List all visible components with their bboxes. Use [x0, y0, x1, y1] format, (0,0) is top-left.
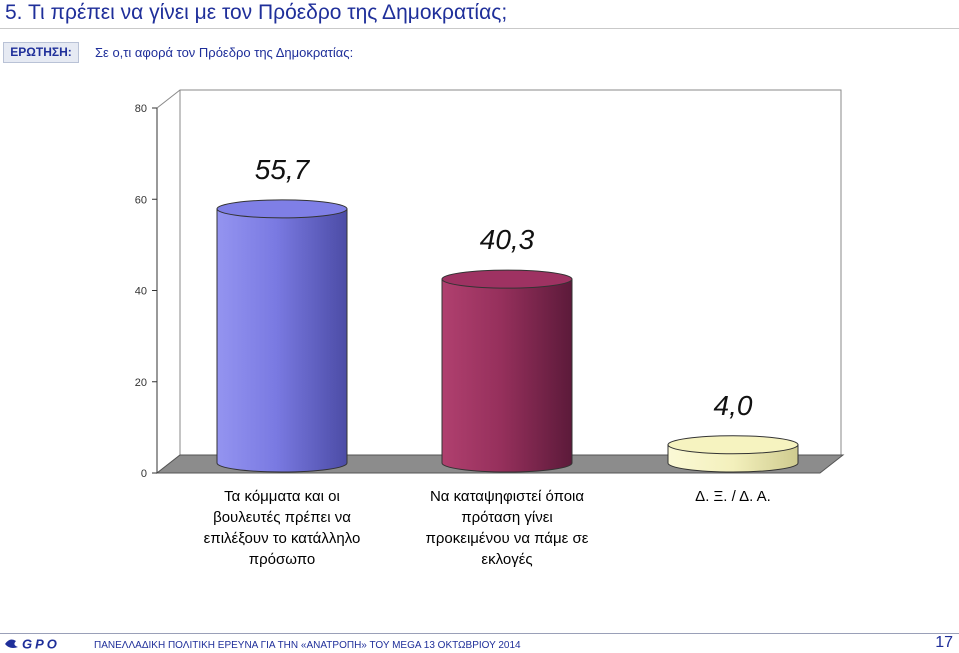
logo-wing-icon: [5, 639, 18, 648]
gpo-logo: GPO: [5, 637, 60, 652]
x-axis-labels: Τα κόμματα και οι βουλευτές πρέπει να επιλ…: [204, 488, 771, 568]
bar-2: [667, 435, 799, 473]
y-tick-label-2: 40: [135, 286, 147, 298]
bars-group: 55,7 40,3 4,0: [216, 154, 799, 473]
footer-text: ΠΑΝΕΛΛΑΔΙΚΗ ΠΟΛΙΤΙΚΗ ΕΡΕΥΝΑ ΓΙΑ ΤΗΝ «ΑΝΑ…: [94, 640, 521, 651]
x-label-2: Δ. Ξ. / Δ. Α.: [695, 488, 771, 505]
x-label-0: Τα κόμματα και οι βουλευτές πρέπει να επιλ…: [204, 488, 361, 568]
x-label-1: Να καταψηφιστεί όποια πρόταση γίνει προκει…: [426, 488, 589, 568]
bar-top-0: [216, 199, 348, 219]
data-label-1: 40,3: [480, 224, 535, 255]
bar-body-1: [441, 278, 573, 473]
y-tick-label-3: 60: [135, 194, 147, 206]
y-tick-label-4: 80: [135, 103, 147, 115]
logo-text: GPO: [22, 637, 60, 652]
bar-top-1: [441, 269, 573, 289]
footer-divider: [0, 633, 959, 634]
slide-title: 5. Τι πρέπει να γίνει με τον Πρόεδρο της…: [5, 1, 508, 24]
bar-body-0: [216, 208, 348, 473]
data-label-2: 4,0: [714, 390, 753, 421]
bar-chart: 0 20 40 60 80 55,7 40,3 4,0 Τα κόμματα και οι β…: [135, 89, 845, 568]
bar-0: [216, 199, 348, 473]
y-tick-label-0: 0: [141, 468, 147, 480]
question-label: ΕΡΩΤΗΣΗ:: [3, 42, 79, 63]
y-axis-ticks: 0 20 40 60 80: [135, 103, 157, 480]
y-tick-label-1: 20: [135, 377, 147, 389]
title-divider: [0, 28, 959, 29]
page-number: 17: [935, 634, 953, 651]
bar-top-2: [667, 435, 799, 455]
data-label-0: 55,7: [255, 154, 311, 185]
bar-1: [441, 269, 573, 473]
question-text: Σε ο,τι αφορά τον Πρόεδρο της Δημοκρατία…: [95, 45, 354, 60]
